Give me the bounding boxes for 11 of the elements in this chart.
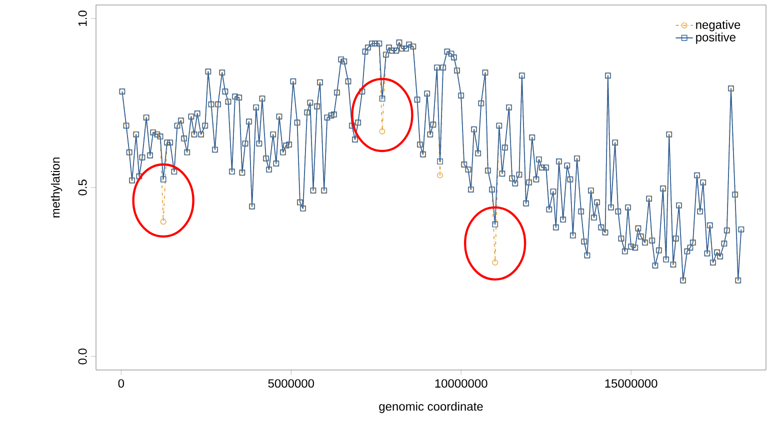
y-tick-label: 0.0	[78, 348, 87, 364]
x-tick-label: 15000000	[605, 379, 658, 388]
legend-label: negative	[696, 20, 740, 32]
y-tick-label: 0.5	[78, 180, 87, 196]
x-tick-label: 5000000	[268, 379, 314, 388]
x-axis-title: genomic coordinate	[379, 402, 483, 414]
x-tick-label: 10000000	[435, 379, 488, 388]
y-axis-title: methylation	[50, 158, 62, 218]
legend-label: positive	[696, 32, 736, 44]
y-tick-label: 1.0	[78, 10, 87, 26]
x-tick-label: 0	[118, 379, 124, 388]
